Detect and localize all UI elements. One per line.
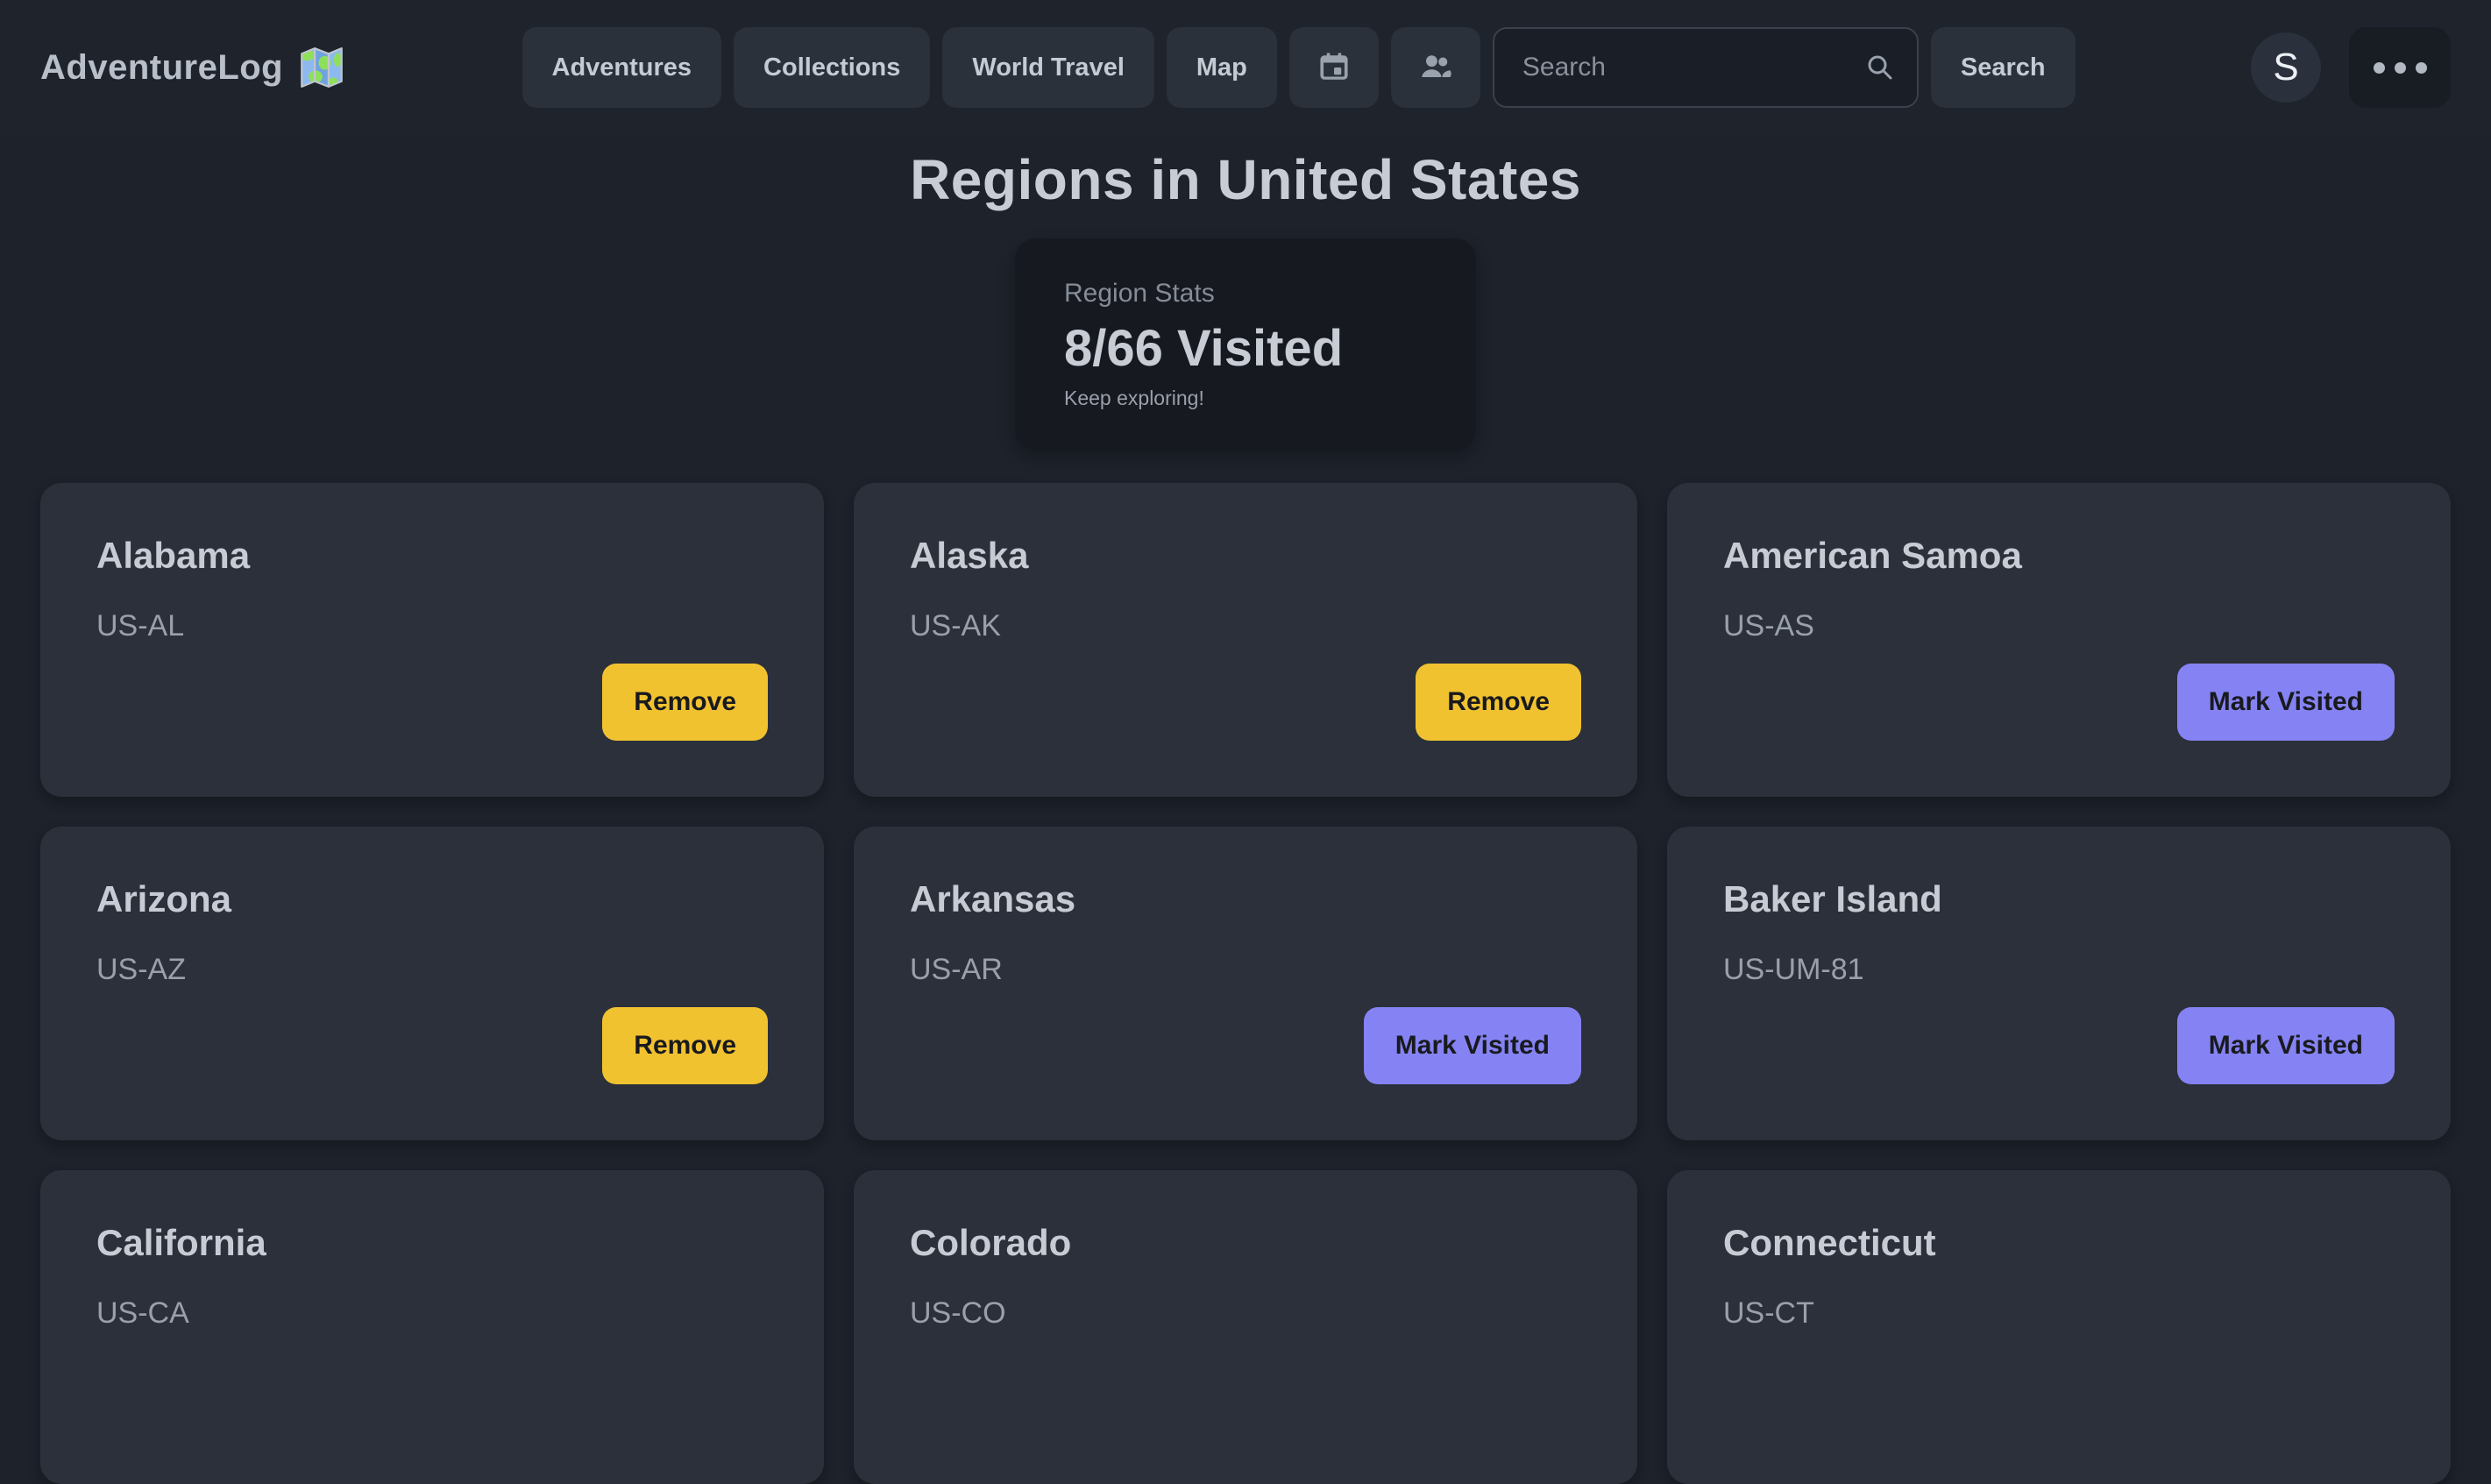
remove-button[interactable]: Remove (602, 664, 768, 741)
search-button[interactable]: Search (1930, 27, 2076, 108)
nav-item-adventures[interactable]: Adventures (522, 27, 722, 108)
navbar: AdventureLog Adventures Collections Worl… (0, 0, 2491, 135)
region-card: Connecticut US-CT (1667, 1170, 2451, 1484)
stats-subtext: Keep exploring! (1064, 387, 1204, 409)
users-icon (1422, 55, 1451, 77)
mark-visited-button[interactable]: Mark Visited (2176, 664, 2395, 741)
region-card: Baker Island US-UM-81 Mark Visited (1667, 827, 2451, 1140)
nav-item-map[interactable]: Map (1166, 27, 1277, 108)
region-card: Alaska US-AK Remove (854, 483, 1637, 797)
region-code: US-AK (910, 609, 1001, 643)
stats-label: Region Stats (1064, 279, 1215, 308)
main-menu: Adventures Collections World Travel Map (522, 27, 2076, 108)
remove-button[interactable]: Remove (602, 1007, 768, 1084)
avatar-letter: S (2273, 46, 2299, 89)
region-card: American Samoa US-AS Mark Visited (1667, 483, 2451, 797)
region-code: US-AS (1723, 609, 1814, 643)
region-code: US-AL (96, 609, 185, 643)
remove-button[interactable]: Remove (1416, 664, 1581, 741)
region-stats-card: Region Stats 8/66 Visited Keep exploring… (1015, 238, 1476, 451)
region-name: Alabama (96, 535, 251, 576)
ellipsis-icon (2373, 61, 2385, 74)
mark-visited-button[interactable]: Mark Visited (2176, 1007, 2395, 1084)
app-logo[interactable]: AdventureLog (40, 43, 346, 92)
region-name: Connecticut (1723, 1222, 1936, 1263)
region-code: US-UM-81 (1723, 953, 1864, 987)
region-name: Baker Island (1723, 878, 1942, 920)
region-code: US-AZ (96, 953, 186, 987)
users-button[interactable] (1390, 27, 1480, 108)
region-code: US-AR (910, 953, 1003, 987)
region-card: Colorado US-CO (854, 1170, 1637, 1484)
region-name: Arkansas (910, 878, 1076, 920)
navbar-right: S (2251, 27, 2451, 108)
nav-item-collections[interactable]: Collections (734, 27, 931, 108)
stats-value: 8/66 Visited (1064, 320, 1344, 377)
calendar-icon (1320, 53, 1348, 80)
region-code: US-CO (910, 1296, 1006, 1331)
more-menu-button[interactable] (2349, 27, 2451, 108)
region-name: American Samoa (1723, 535, 2022, 576)
app-title: AdventureLog (40, 47, 284, 87)
nav-item-world-travel[interactable]: World Travel (942, 27, 1154, 108)
search-wrap (1492, 27, 1919, 108)
region-card: California US-CA (40, 1170, 824, 1484)
mark-visited-button[interactable]: Mark Visited (1363, 1007, 1581, 1084)
avatar[interactable]: S (2251, 32, 2321, 103)
page-title: Regions in United States (910, 148, 1581, 211)
map-logo-icon (301, 47, 343, 88)
region-code: US-CT (1723, 1296, 1814, 1331)
regions-grid: Alabama US-AL Remove Alaska US-AK Remove… (40, 483, 2451, 1484)
region-name: Alaska (910, 535, 1029, 576)
calendar-button[interactable] (1288, 27, 1379, 108)
region-name: Colorado (910, 1222, 1072, 1263)
region-code: US-CA (96, 1296, 189, 1331)
region-name: California (96, 1222, 266, 1263)
region-name: Arizona (96, 878, 232, 920)
search-input[interactable] (1492, 27, 1919, 108)
region-card: Alabama US-AL Remove (40, 483, 824, 797)
region-card: Arkansas US-AR Mark Visited (854, 827, 1637, 1140)
region-card: Arizona US-AZ Remove (40, 827, 824, 1140)
